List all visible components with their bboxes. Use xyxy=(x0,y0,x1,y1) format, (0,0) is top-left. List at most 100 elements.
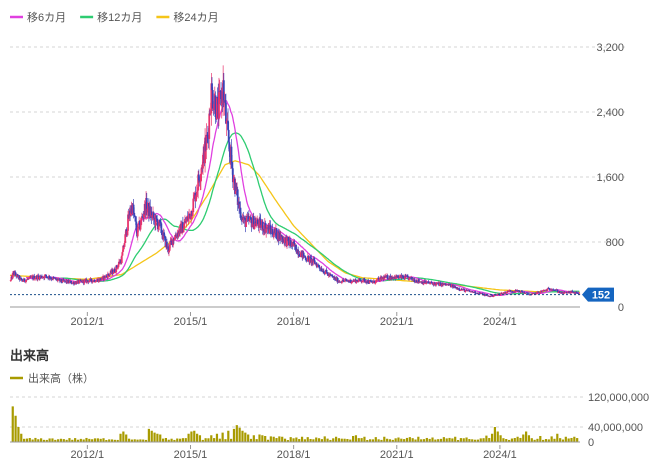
candle-body xyxy=(193,196,195,199)
volume-bar xyxy=(493,427,497,442)
candle-body xyxy=(429,283,431,284)
candle-body xyxy=(361,281,363,283)
candle-body xyxy=(158,219,161,227)
volume-bar xyxy=(542,439,545,442)
candle-body xyxy=(433,282,436,286)
volume-bar xyxy=(349,439,352,442)
candle-body xyxy=(527,293,530,295)
candle-body xyxy=(506,292,509,293)
volume-bar xyxy=(272,436,275,442)
volume-bar xyxy=(505,438,508,442)
volume-bar xyxy=(68,438,71,442)
candle-body xyxy=(197,174,200,181)
volume-bar xyxy=(65,439,68,442)
candle-body xyxy=(570,291,572,294)
volume-bar xyxy=(57,439,60,442)
candle-body xyxy=(129,212,132,216)
volume-bar xyxy=(408,437,411,442)
volume-bar xyxy=(371,439,375,442)
candle-body xyxy=(62,279,65,281)
candle-body xyxy=(192,198,195,213)
candle-body xyxy=(465,289,468,291)
candle-body xyxy=(287,236,290,242)
volume-bar xyxy=(507,439,511,442)
candle-body xyxy=(100,278,102,281)
volume-bar xyxy=(561,439,565,442)
volume-bar xyxy=(230,438,233,442)
price-axis: 0 800 1,600 2,400 3,200 xyxy=(10,42,624,314)
candle-body xyxy=(458,288,461,290)
candle-body xyxy=(556,290,559,293)
candle-body xyxy=(345,279,348,281)
volume-bar xyxy=(485,435,488,442)
x-tick-label: 2012/1 xyxy=(71,316,105,328)
volume-bar xyxy=(113,439,116,442)
volume-bar xyxy=(516,436,519,442)
candle-body xyxy=(37,275,40,277)
volume-bar xyxy=(198,435,202,442)
volume-bar xyxy=(292,438,295,442)
candle-body xyxy=(18,275,21,281)
volume-bar xyxy=(74,438,77,442)
candle-body xyxy=(78,280,81,284)
volume-bar xyxy=(142,439,145,442)
x-tick-label: 2024/1 xyxy=(483,316,517,328)
y-tick-label: 0 xyxy=(618,302,624,314)
candle-body xyxy=(11,273,14,279)
candle-body xyxy=(368,280,371,284)
volume-bar xyxy=(275,438,278,442)
candle-body xyxy=(491,295,494,297)
candle-body xyxy=(232,178,235,183)
volume-bar xyxy=(303,439,306,442)
candle-body xyxy=(56,279,59,281)
volume-bar xyxy=(110,439,114,442)
ma6-path xyxy=(26,99,580,297)
volume-bar xyxy=(422,439,426,442)
candle-body xyxy=(106,273,109,278)
candle-body xyxy=(315,263,318,265)
volume-bar xyxy=(130,439,133,442)
volume-bar xyxy=(59,438,63,442)
candle-body xyxy=(198,180,201,183)
candle-body xyxy=(374,282,377,284)
candle-body xyxy=(83,280,86,284)
candle-body xyxy=(109,273,111,276)
candle-body xyxy=(187,216,190,221)
candle-body xyxy=(336,278,339,283)
candle-body xyxy=(523,292,526,294)
candle-body xyxy=(258,218,261,228)
candle-body xyxy=(84,280,86,281)
candle-body xyxy=(253,224,256,229)
candle-body xyxy=(209,113,212,115)
candle-body xyxy=(286,237,288,247)
volume-bar xyxy=(323,436,326,442)
volume-bar xyxy=(547,439,550,442)
candle-body xyxy=(482,294,485,296)
candle-body xyxy=(557,292,560,294)
volume-bar xyxy=(161,438,165,442)
volume-bar xyxy=(133,439,136,442)
candle-body xyxy=(70,283,73,285)
volume-bar xyxy=(232,428,236,442)
candle-body xyxy=(343,280,346,282)
candle-body xyxy=(275,228,278,239)
candle-body xyxy=(222,80,225,102)
candle-body xyxy=(166,241,168,248)
candle-body xyxy=(21,280,24,282)
volume-bar xyxy=(264,436,267,442)
candle-body xyxy=(36,275,39,280)
candle-body xyxy=(117,264,120,268)
volume-bar xyxy=(300,436,304,442)
volume-bar xyxy=(99,438,102,442)
candle-body xyxy=(438,282,441,286)
candle-body xyxy=(182,228,185,233)
volume-bar xyxy=(533,439,536,442)
volume-bar xyxy=(519,437,522,442)
volume-bar xyxy=(298,439,301,442)
candle-body xyxy=(38,276,41,280)
candle-body xyxy=(353,280,356,282)
volume-bar xyxy=(448,437,451,442)
candle-body xyxy=(304,256,306,258)
volume-bar xyxy=(193,430,196,442)
candle-body xyxy=(552,289,555,291)
